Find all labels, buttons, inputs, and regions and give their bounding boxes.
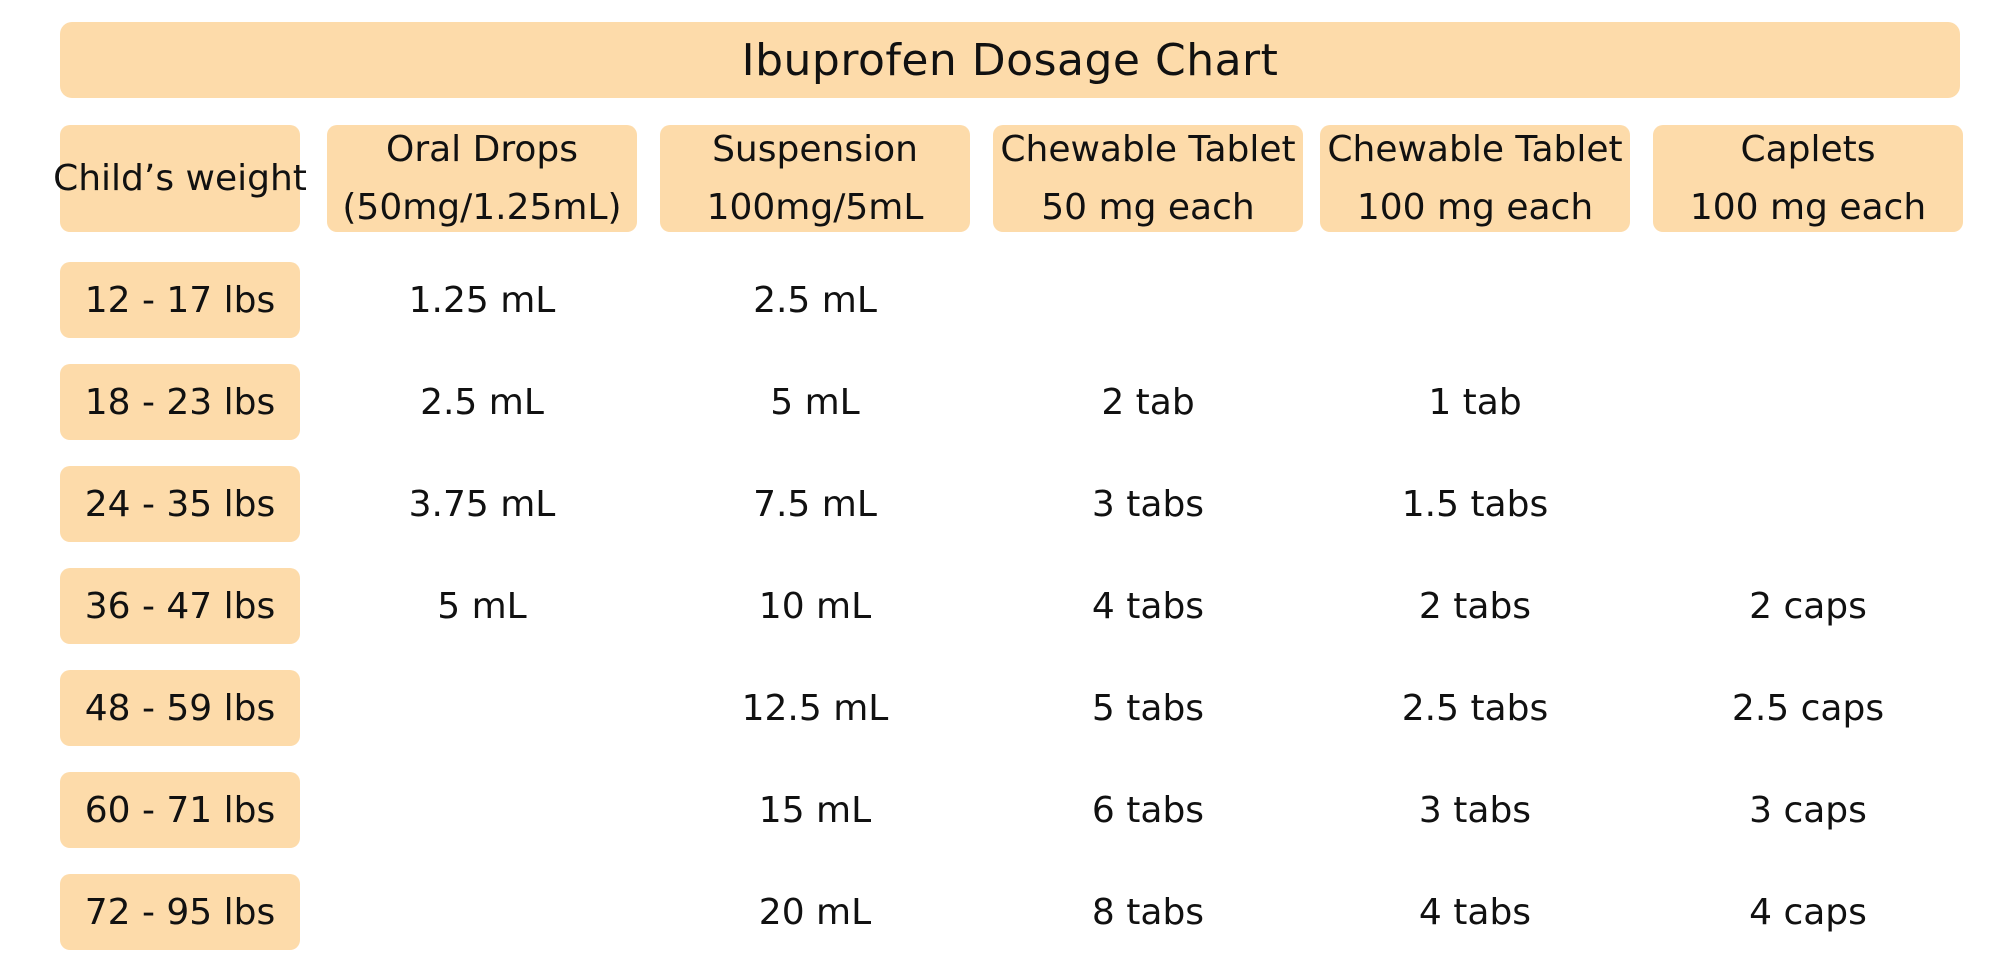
header-suspension: Suspension 100mg/5mL <box>660 125 970 232</box>
header-line1: Oral Drops <box>385 128 578 170</box>
dose-cell: 5 mL <box>770 381 860 423</box>
dose-cell: 2.5 mL <box>420 381 544 423</box>
header-weight-label: Child’s weight <box>53 157 307 199</box>
dose-cell: 2.5 caps <box>1731 687 1885 729</box>
dose-cell: 5 tabs <box>1091 687 1205 729</box>
dose-cell: 3 tabs <box>1091 483 1205 525</box>
header-line2: 50 mg each <box>1041 186 1255 228</box>
dose-cell <box>1653 262 1963 338</box>
dose-cell: 3 tabs <box>1418 789 1532 831</box>
dose-cell: 12.5 mL <box>741 687 889 729</box>
row-weight-label: 36 - 47 lbs <box>60 568 300 644</box>
dose-cell: 4 tabs <box>1418 891 1532 933</box>
dose-cell: 2 tab <box>1101 381 1195 423</box>
row-weight-label: 18 - 23 lbs <box>60 364 300 440</box>
header-line2: 100 mg each <box>1356 186 1594 228</box>
dose-cell: 5 mL <box>437 585 527 627</box>
header-line2: 100mg/5mL <box>706 186 924 228</box>
dose-cell: 15 mL <box>758 789 872 831</box>
dose-cell: 20 mL <box>758 891 872 933</box>
row-weight-label: 72 - 95 lbs <box>60 874 300 950</box>
dose-cell: 10 mL <box>758 585 872 627</box>
row-weight-label: 48 - 59 lbs <box>60 670 300 746</box>
dose-cell: 3.75 mL <box>408 483 556 525</box>
header-oral-drops: Oral Drops (50mg/1.25mL) <box>327 125 637 232</box>
dose-cell: 1.5 tabs <box>1401 483 1549 525</box>
row-weight-label: 12 - 17 lbs <box>60 262 300 338</box>
dose-cell: 4 caps <box>1749 891 1867 933</box>
dose-cell: 4 tabs <box>1091 585 1205 627</box>
header-line1: Suspension <box>712 128 918 170</box>
dose-cell <box>1653 364 1963 440</box>
dose-cell: 6 tabs <box>1091 789 1205 831</box>
dose-cell: 1.25 mL <box>408 279 556 321</box>
dose-cell <box>327 874 637 950</box>
dose-cell: 2.5 tabs <box>1401 687 1549 729</box>
header-caplets: Caplets 100 mg each <box>1653 125 1963 232</box>
dose-cell: 1 tab <box>1428 381 1522 423</box>
dose-cell: 2 tabs <box>1418 585 1532 627</box>
dose-cell: 7.5 mL <box>753 483 877 525</box>
dose-cell <box>1320 262 1630 338</box>
header-line2: 100 mg each <box>1689 186 1927 228</box>
dose-cell <box>327 772 637 848</box>
header-chewable-50mg: Chewable Tablet 50 mg each <box>993 125 1303 232</box>
dose-cell: 3 caps <box>1749 789 1867 831</box>
header-childs-weight: Child’s weight <box>53 125 307 232</box>
dose-cell <box>1653 466 1963 542</box>
header-line2: (50mg/1.25mL) <box>342 186 622 228</box>
row-weight-label: 24 - 35 lbs <box>60 466 300 542</box>
dose-cell: 2.5 mL <box>753 279 877 321</box>
header-chewable-100mg: Chewable Tablet 100 mg each <box>1320 125 1630 232</box>
dose-cell: 2 caps <box>1749 585 1867 627</box>
header-line1: Chewable Tablet <box>1000 128 1296 170</box>
dose-cell <box>327 670 637 746</box>
row-weight-label: 60 - 71 lbs <box>60 772 300 848</box>
header-line1: Caplets <box>1740 128 1876 170</box>
chart-title: Ibuprofen Dosage Chart <box>60 22 1960 98</box>
header-line1: Chewable Tablet <box>1327 128 1623 170</box>
dose-cell: 8 tabs <box>1091 891 1205 933</box>
dose-cell <box>993 262 1303 338</box>
